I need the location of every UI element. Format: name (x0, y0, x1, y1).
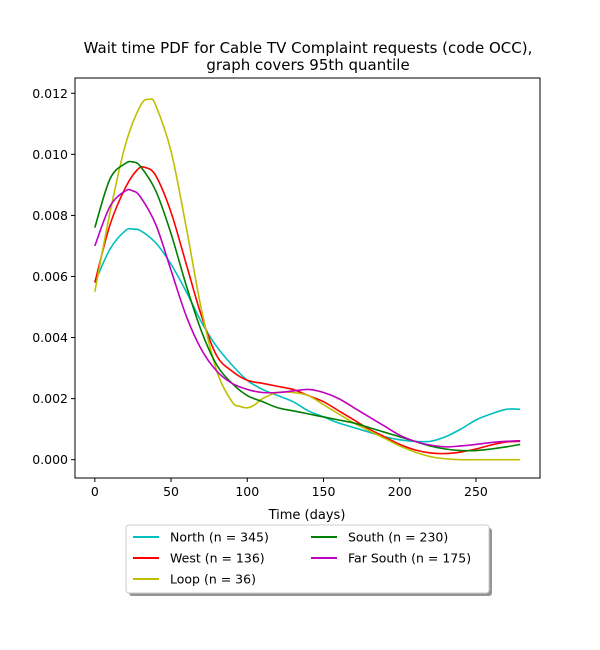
x-axis-ticks: 0 50 100 150 200 250 (91, 478, 488, 499)
x-axis-label: Time (days) (268, 508, 346, 523)
legend-label: Far South (n = 175) (348, 551, 471, 566)
x-tick-label: 150 (312, 484, 336, 499)
series-line-4 (94, 160, 521, 452)
y-tick-label: 0.012 (32, 86, 68, 101)
chart-title-line-2: graph covers 95th quantile (206, 56, 409, 74)
legend-label: Loop (n = 36) (170, 572, 256, 587)
y-tick-label: 0.000 (32, 452, 68, 467)
x-tick-label: 100 (235, 484, 259, 499)
y-tick-label: 0.010 (32, 147, 68, 162)
legend-label: West (n = 136) (170, 551, 265, 566)
chart-title-line-1: Wait time PDF for Cable TV Complaint req… (84, 39, 533, 57)
x-tick-label: 0 (91, 484, 99, 499)
x-tick-label: 250 (464, 484, 488, 499)
y-tick-label: 0.006 (32, 269, 68, 284)
legend: North (n = 345) West (n = 136) Loop (n = 3… (125, 524, 492, 596)
series-line-2 (94, 165, 521, 455)
y-tick-label: 0.004 (32, 330, 68, 345)
x-tick-label: 200 (388, 484, 412, 499)
y-tick-label: 0.008 (32, 208, 68, 223)
legend-label: South (n = 230) (348, 530, 448, 545)
y-axis-ticks: 0.000 0.002 0.004 0.006 0.008 0.010 0.012 (32, 86, 75, 467)
series-line-5 (94, 188, 521, 448)
x-tick-label: 50 (163, 484, 179, 499)
plot-area (74, 77, 541, 479)
series-layer (94, 98, 521, 461)
legend-label: North (n = 345) (170, 530, 269, 545)
y-tick-label: 0.002 (32, 391, 68, 406)
series-line-1 (94, 227, 521, 443)
